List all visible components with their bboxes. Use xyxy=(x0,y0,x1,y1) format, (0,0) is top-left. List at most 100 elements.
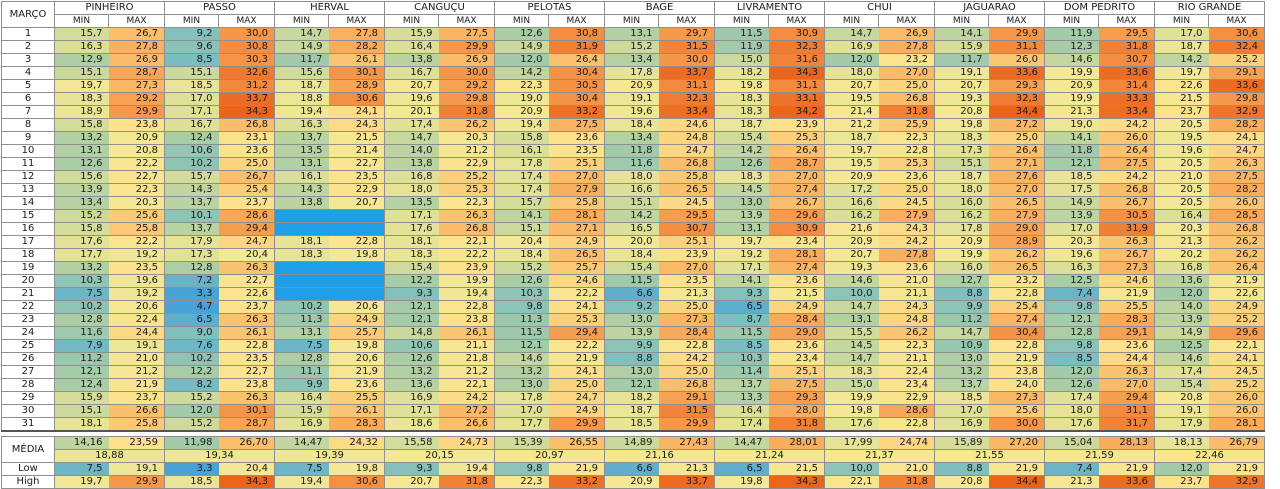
min-temp-cell: 12,0 xyxy=(1154,287,1209,301)
max-temp-cell: 26,0 xyxy=(1208,196,1265,210)
month-label: MARÇO xyxy=(1,1,55,28)
max-temp-cell: 28,2 xyxy=(1208,183,1265,197)
min-temp-cell: 19,4 xyxy=(274,105,329,119)
max-temp-cell: 27,4 xyxy=(988,313,1045,327)
overall-mean-cell: 21,55 xyxy=(934,449,1045,463)
max-temp-cell: 25,4 xyxy=(988,300,1045,314)
low-min-cell: 7,5 xyxy=(274,462,329,476)
min-temp-cell: 17,2 xyxy=(824,183,879,197)
max-temp-cell: 31,1 xyxy=(768,79,825,93)
max-temp-cell: 22,3 xyxy=(878,339,935,353)
min-temp-cell: 14,7 xyxy=(384,131,439,145)
mean-max-cell: 24,32 xyxy=(328,436,385,450)
max-temp-cell: 21,5 xyxy=(328,131,385,145)
max-temp-cell: 26,7 xyxy=(768,196,825,210)
high-min-cell: 19,8 xyxy=(714,475,769,489)
max-temp-cell: 28,7 xyxy=(768,157,825,171)
min-temp-cell: 10,3 xyxy=(54,274,109,288)
min-temp-cell: 15,2 xyxy=(54,209,109,223)
missing-data-cell xyxy=(328,287,385,301)
high-min-cell: 19,4 xyxy=(274,475,329,489)
low-max-cell: 19,1 xyxy=(108,462,165,476)
max-temp-cell: 19,2 xyxy=(108,248,165,262)
max-temp-cell: 29,5 xyxy=(658,209,715,223)
max-temp-cell: 26,7 xyxy=(108,27,165,41)
min-temp-cell: 12,1 xyxy=(1044,157,1099,171)
min-temp-cell: 13,3 xyxy=(714,391,769,405)
day-label: 7 xyxy=(1,105,55,119)
max-temp-cell: 30,1 xyxy=(328,66,385,80)
max-temp-cell: 34,3 xyxy=(768,66,825,80)
high-max-cell: 30,6 xyxy=(328,475,385,489)
min-temp-cell: 12,0 xyxy=(1044,365,1099,379)
low-max-cell: 21,5 xyxy=(768,462,825,476)
max-temp-cell: 31,9 xyxy=(548,40,605,54)
max-header: MAX xyxy=(988,14,1045,28)
max-temp-cell: 29,7 xyxy=(658,27,715,41)
mean-max-cell: 23,59 xyxy=(108,436,165,450)
max-temp-cell: 20,4 xyxy=(218,248,275,262)
max-temp-cell: 26,3 xyxy=(1098,235,1155,249)
min-temp-cell: 21,4 xyxy=(824,105,879,119)
min-temp-cell: 12,9 xyxy=(54,53,109,67)
day-row: 29 15,9 23,7 15,2 26,3 16,4 25,5 16,9 24,2 17,8 24… xyxy=(1,391,1265,405)
max-temp-cell: 26,2 xyxy=(438,118,495,132)
min-temp-cell: 15,4 xyxy=(714,131,769,145)
min-temp-cell: 8,7 xyxy=(714,313,769,327)
min-temp-cell: 14,6 xyxy=(1154,352,1209,366)
max-temp-cell: 20,6 xyxy=(328,352,385,366)
min-temp-cell: 14,8 xyxy=(384,326,439,340)
day-label: 1 xyxy=(1,27,55,41)
max-temp-cell: 31,1 xyxy=(658,79,715,93)
min-temp-cell: 9,2 xyxy=(604,300,659,314)
min-temp-cell: 17,4 xyxy=(494,170,549,184)
max-temp-cell: 28,7 xyxy=(108,66,165,80)
max-temp-cell: 29,1 xyxy=(1098,326,1155,340)
mean-min-cell: 14,47 xyxy=(274,436,329,450)
max-temp-cell: 22,8 xyxy=(658,339,715,353)
min-temp-cell: 11,4 xyxy=(714,365,769,379)
max-temp-cell: 26,5 xyxy=(988,196,1045,210)
max-temp-cell: 31,7 xyxy=(1098,417,1155,432)
max-temp-cell: 31,4 xyxy=(1098,79,1155,93)
max-temp-cell: 29,1 xyxy=(658,391,715,405)
max-temp-cell: 31,8 xyxy=(438,105,495,119)
max-temp-cell: 22,2 xyxy=(548,339,605,353)
min-temp-cell: 13,9 xyxy=(1044,209,1099,223)
min-temp-cell: 16,7 xyxy=(384,66,439,80)
day-label: 19 xyxy=(1,261,55,275)
day-label: 15 xyxy=(1,209,55,223)
min-temp-cell: 17,0 xyxy=(934,404,989,418)
min-temp-cell: 17,9 xyxy=(164,235,219,249)
min-temp-cell: 18,7 xyxy=(274,79,329,93)
max-temp-cell: 31,9 xyxy=(1098,222,1155,236)
low-min-cell: 6,6 xyxy=(604,462,659,476)
max-temp-cell: 25,8 xyxy=(548,196,605,210)
day-label: 10 xyxy=(1,144,55,158)
day-label: 21 xyxy=(1,287,55,301)
max-temp-cell: 28,5 xyxy=(1208,209,1265,223)
max-header: MAX xyxy=(768,14,825,28)
min-temp-cell: 13,0 xyxy=(494,378,549,392)
max-temp-cell: 24,9 xyxy=(548,235,605,249)
mean-min-cell: 11,98 xyxy=(164,436,219,450)
day-row: 30 15,1 26,6 12,0 30,1 15,9 26,1 17,1 27,2 17,0 24… xyxy=(1,404,1265,418)
max-temp-cell: 27,5 xyxy=(438,27,495,41)
min-temp-cell: 13,8 xyxy=(384,53,439,67)
mean-max-cell: 28,01 xyxy=(768,436,825,450)
max-temp-cell: 21,9 xyxy=(108,378,165,392)
high-max-cell: 34,4 xyxy=(988,475,1045,489)
day-row: 26 11,2 21,0 10,2 23,5 12,8 20,6 12,6 21,8 14,6 21… xyxy=(1,352,1265,366)
max-temp-cell: 25,2 xyxy=(1208,53,1265,67)
min-temp-cell: 15,4 xyxy=(384,261,439,275)
overall-mean-cell: 20,97 xyxy=(494,449,605,463)
max-temp-cell: 25,5 xyxy=(328,391,385,405)
max-temp-cell: 23,7 xyxy=(108,391,165,405)
max-temp-cell: 31,5 xyxy=(658,404,715,418)
max-temp-cell: 21,9 xyxy=(1098,287,1155,301)
day-row: 27 12,1 21,2 12,2 22,7 11,1 21,9 13,2 21,2 13,2 24… xyxy=(1,365,1265,379)
max-temp-cell: 25,1 xyxy=(768,365,825,379)
max-temp-cell: 27,5 xyxy=(548,118,605,132)
min-temp-cell: 13,2 xyxy=(54,261,109,275)
max-temp-cell: 34,2 xyxy=(768,105,825,119)
